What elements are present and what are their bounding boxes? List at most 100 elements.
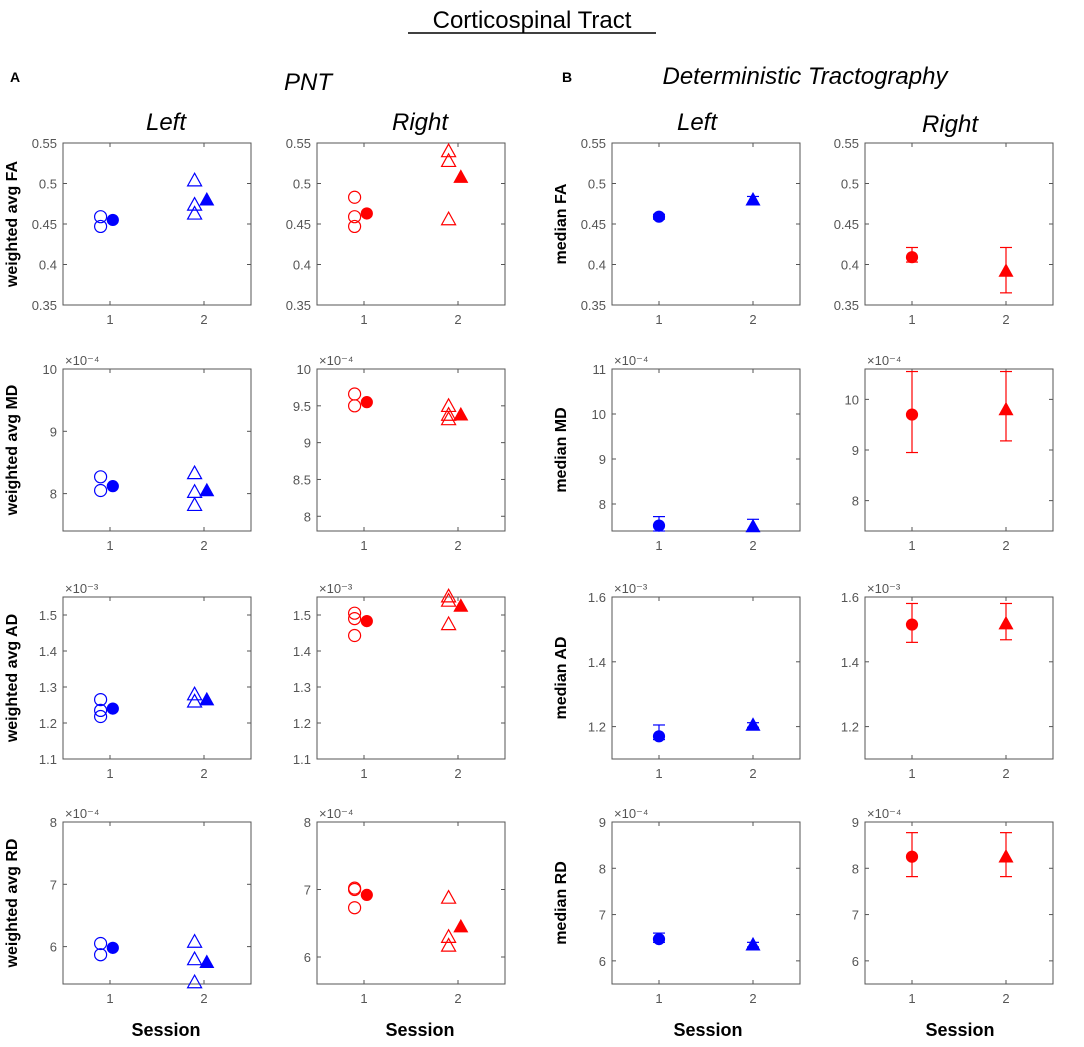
- a-ad-left-ytick-label: 1.3: [39, 680, 57, 695]
- a-md-left-subject-point: [93, 483, 108, 498]
- b-md-left-ytick-label: 9: [599, 452, 606, 467]
- a-rd-left-subject-point: [186, 973, 203, 989]
- b-rd-left-ytick-label: 9: [599, 815, 606, 830]
- a-md-right-subject-point: [348, 399, 362, 413]
- b-md-right-ytick-label: 10: [845, 392, 859, 407]
- b-md-right-plot: 8 9 10 1 2 ×10⁻⁴: [845, 353, 1054, 553]
- a-rd-left-plot: 6 7 8 1 2 ×10⁻⁴ weighted avg RD: [4, 806, 252, 1006]
- b-ad-left-ytick-label: 1.2: [588, 720, 606, 735]
- b-md-left-mean-point: [745, 518, 761, 533]
- a-fa-right-subject-point: [348, 190, 362, 204]
- a-md-right-mean-point: [360, 396, 373, 409]
- a-fa-left-subject-point: [93, 210, 108, 224]
- a-ad-left-exponent-label: ×10⁻³: [65, 581, 99, 596]
- a-fa-right-subject-point: [440, 152, 457, 168]
- a-md-left-exponent-label: ×10⁻⁴: [65, 353, 100, 368]
- a-fa-left-xtick-label: 2: [200, 312, 207, 327]
- b-ad-left-mean-point: [745, 717, 761, 731]
- b-ad-right-ytick-label: 1.6: [841, 590, 859, 605]
- a-md-right-ytick-label: 9: [304, 436, 311, 451]
- a-ad-right-plot: 1.1 1.2 1.3 1.4 1.5 1 2 ×10⁻³: [293, 581, 506, 781]
- a-md-left-xtick-label: 1: [106, 538, 113, 553]
- a-fa-left-ylabel: weighted avg FA: [4, 160, 21, 288]
- b-rd-right-ytick-label: 6: [852, 954, 859, 969]
- a-md-left-ytick-label: 9: [50, 424, 57, 439]
- a-ad-right-subject-point: [348, 606, 362, 620]
- b-rd-left-plot: 6 7 8 9 1 2 ×10⁻⁴ median RD: [553, 806, 801, 1006]
- a-rd-left-mean-point: [106, 941, 119, 954]
- a-rd-left-ylabel: weighted avg RD: [4, 839, 21, 969]
- b-ad-right-axes-box: [864, 596, 1054, 760]
- b-md-right-axes-box: [864, 368, 1054, 532]
- panel-b-title: Deterministic Tractography: [663, 63, 950, 90]
- b-fa-right-mean-point: [905, 251, 919, 264]
- a-fa-left-subject-point: [186, 172, 203, 187]
- b-rd-right-axes-box: [864, 821, 1054, 985]
- a-ad-left-axes-box: [62, 596, 252, 760]
- a-md-left-subject-point: [186, 496, 203, 512]
- b-fa-right-ytick-label: 0.35: [834, 298, 859, 313]
- a-ad-right-xtick-label: 1: [360, 766, 367, 781]
- a-md-right-subject-point: [440, 406, 457, 421]
- a-rd-left-ytick-label: 6: [50, 940, 57, 955]
- a-md-left-ytick-label: 10: [43, 362, 57, 377]
- col-label-a-left: Left: [146, 109, 187, 136]
- b-fa-left-mean-point: [652, 210, 666, 223]
- a-fa-right-mean-point: [360, 207, 373, 220]
- b-fa-left-plot: 0.35 0.4 0.45 0.5 0.55 1 2 median FA: [553, 136, 801, 327]
- b-md-left-ytick-label: 8: [599, 497, 606, 512]
- b-rd-left-xtick-label: 1: [655, 991, 662, 1006]
- a-fa-right-ytick-label: 0.55: [286, 136, 311, 151]
- a-ad-left-ytick-label: 1.1: [39, 752, 57, 767]
- b-ad-left-ytick-label: 1.4: [588, 655, 606, 670]
- a-md-left-ytick-label: 8: [50, 487, 57, 502]
- a-rd-right-axes-box: [316, 821, 506, 985]
- a-md-left-xtick-label: 2: [200, 538, 207, 553]
- xlabel-a-left: Session: [131, 1020, 200, 1040]
- a-rd-right-ytick-label: 6: [304, 950, 311, 965]
- a-rd-left-subject-point: [93, 948, 108, 962]
- b-rd-left-ytick-label: 7: [599, 908, 606, 923]
- b-rd-right-exponent-label: ×10⁻⁴: [867, 806, 902, 821]
- a-md-right-plot: 8 8.5 9 9.5 10 1 2 ×10⁻⁴: [293, 353, 506, 553]
- b-rd-left-ylabel: median RD: [553, 861, 570, 945]
- a-fa-right-ytick-label: 0.5: [293, 177, 311, 192]
- b-ad-left-axes-box: [611, 596, 801, 760]
- b-ad-left-ylabel: median AD: [553, 637, 570, 720]
- a-rd-right-subject-point: [348, 901, 362, 915]
- a-fa-left-plot: 0.35 0.4 0.45 0.5 0.55 1 2 weighted avg FA: [4, 136, 252, 327]
- a-rd-right-ytick-label: 7: [304, 883, 311, 898]
- b-rd-right-ytick-label: 7: [852, 908, 859, 923]
- b-ad-right-xtick-label: 1: [908, 766, 915, 781]
- a-md-left-axes-box: [62, 368, 252, 532]
- b-fa-right-ytick-label: 0.5: [841, 177, 859, 192]
- a-md-right-mean-point: [453, 406, 469, 421]
- b-ad-left-plot: 1.2 1.4 1.6 1 2 ×10⁻³ median AD: [553, 581, 801, 781]
- b-ad-right-ytick-label: 1.2: [841, 720, 859, 735]
- b-fa-right-mean-point: [998, 263, 1014, 277]
- a-fa-right-ytick-label: 0.35: [286, 298, 311, 313]
- a-md-left-subject-point: [93, 470, 108, 484]
- b-rd-left-mean-point: [652, 933, 666, 946]
- b-ad-left-xtick-label: 1: [655, 766, 662, 781]
- a-ad-right-ytick-label: 1.5: [293, 608, 311, 623]
- b-fa-right-ytick-label: 0.45: [834, 217, 859, 232]
- a-fa-left-subject-point: [186, 205, 203, 220]
- a-rd-left-xtick-label: 2: [200, 991, 207, 1006]
- b-fa-left-xtick-label: 2: [749, 312, 756, 327]
- panel-a-title: PNT: [284, 69, 334, 96]
- a-ad-left-ytick-label: 1.5: [39, 608, 57, 623]
- b-ad-left-exponent-label: ×10⁻³: [614, 581, 648, 596]
- b-rd-left-ytick-label: 6: [599, 954, 606, 969]
- a-md-left-ylabel: weighted avg MD: [4, 385, 21, 517]
- a-ad-left-xtick-label: 1: [106, 766, 113, 781]
- a-md-right-ytick-label: 8: [304, 509, 311, 524]
- a-ad-right-exponent-label: ×10⁻³: [319, 581, 353, 596]
- b-fa-left-ylabel: median FA: [553, 183, 570, 264]
- a-fa-left-ytick-label: 0.55: [32, 136, 57, 151]
- a-md-right-ytick-label: 10: [297, 362, 311, 377]
- a-md-right-subject-point: [440, 410, 457, 426]
- a-ad-right-mean-point: [360, 615, 373, 628]
- b-md-left-ylabel: median MD: [553, 407, 570, 492]
